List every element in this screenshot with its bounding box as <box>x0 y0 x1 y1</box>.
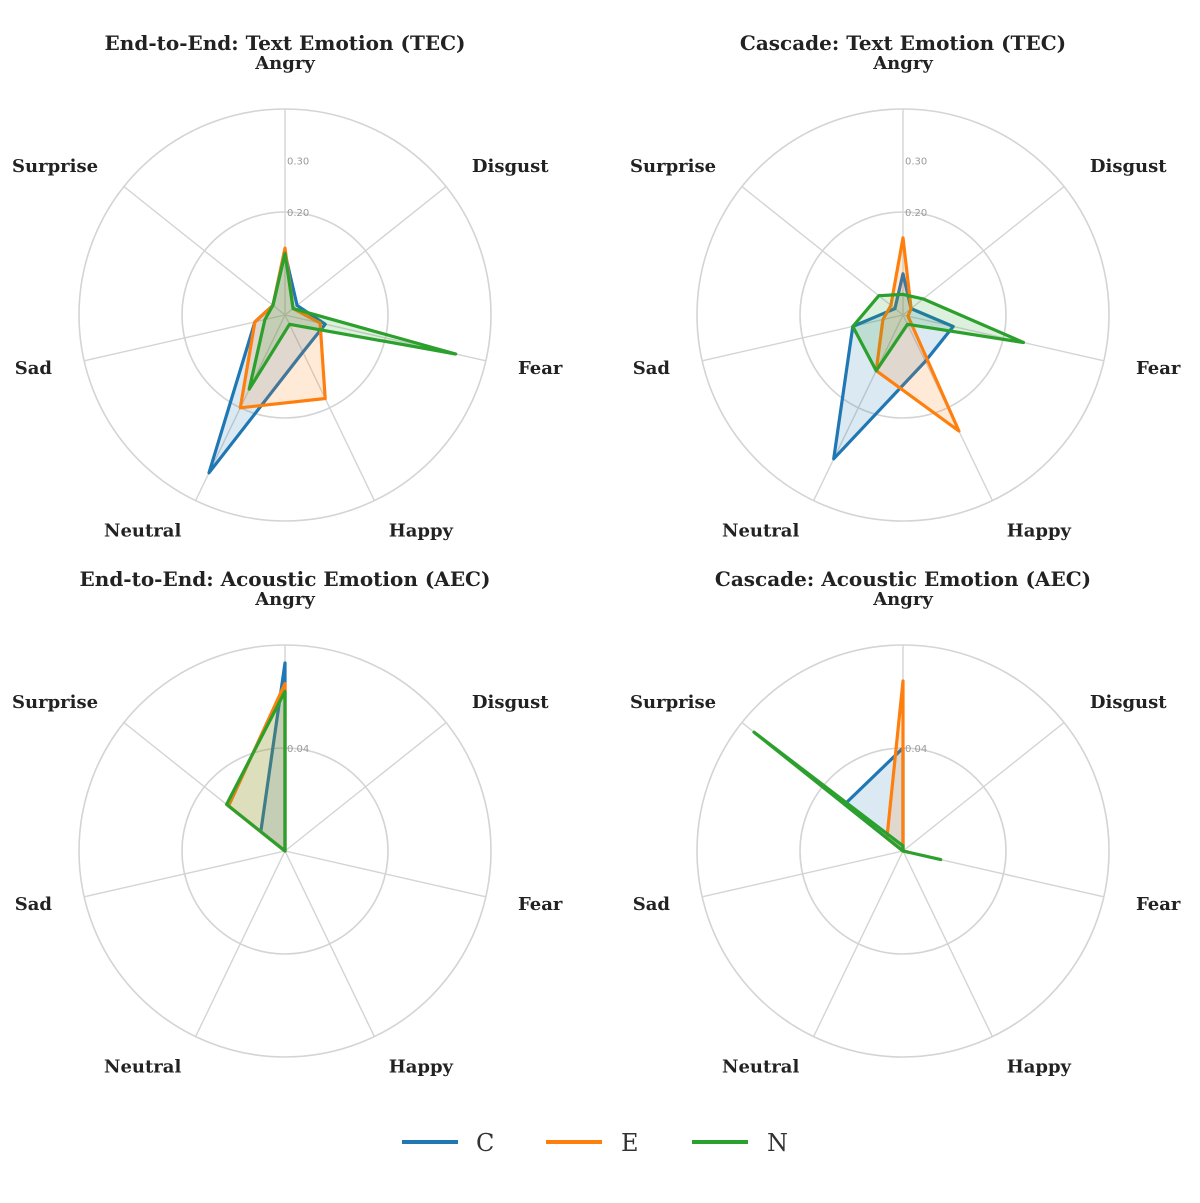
spoke-surprise <box>741 186 904 316</box>
axis-label-sad: Sad <box>15 358 53 379</box>
axis-label-happy: Happy <box>389 520 454 541</box>
radial-tick-label: 0.30 <box>287 157 309 168</box>
panel-e2e-aec: End-to-End: Acoustic Emotion (AEC) 0.04 A… <box>12 567 563 1077</box>
axis-label-angry: Angry <box>254 589 315 610</box>
radial-tick-label: 0.04 <box>905 744 927 755</box>
spoke-happy <box>284 850 376 1037</box>
axis-label-disgust: Disgust <box>1090 156 1167 177</box>
radar-plot: 0.20 0.30 Angry Disgust Fear Happy Neutral Sad S… <box>630 53 1181 541</box>
axis-label-disgust: Disgust <box>472 692 549 713</box>
series-n-polygon <box>225 689 287 853</box>
legend-item-e: E <box>546 1129 639 1157</box>
spoke-neutral <box>194 850 286 1037</box>
spoke-neutral <box>812 314 904 501</box>
series-n-polygon <box>247 251 458 391</box>
panel-title: End-to-End: Acoustic Emotion (AEC) <box>80 567 491 591</box>
spoke-happy <box>902 850 994 1037</box>
legend-label-e: E <box>621 1129 639 1157</box>
spoke-disgust <box>284 722 447 852</box>
axis-label-angry: Angry <box>872 53 933 74</box>
axis-label-sad: Sad <box>15 894 53 915</box>
spoke-disgust <box>284 186 447 316</box>
radar-plot: 0.20 0.30 Angry Disgust Fear Happy Neutral Sad S… <box>12 53 563 541</box>
axis-label-surprise: Surprise <box>12 692 98 713</box>
series-e-polygon <box>874 236 961 433</box>
axis-label-sad: Sad <box>633 358 671 379</box>
spoke-sad <box>84 850 286 898</box>
axis-label-neutral: Neutral <box>722 520 799 541</box>
spoke-sad <box>84 314 286 362</box>
radial-tick-label: 0.20 <box>905 208 927 219</box>
panel-title: Cascade: Acoustic Emotion (AEC) <box>715 567 1091 591</box>
series-n-polygon <box>752 730 943 862</box>
axis-label-surprise: Surprise <box>630 692 716 713</box>
axis-label-surprise: Surprise <box>12 156 98 177</box>
axis-label-neutral: Neutral <box>104 520 181 541</box>
spoke-fear <box>284 850 486 898</box>
spoke-surprise <box>123 186 286 316</box>
axis-label-angry: Angry <box>254 53 315 74</box>
legend-item-c: C <box>402 1129 494 1157</box>
spoke-sad <box>702 314 904 362</box>
spoke-sad <box>702 850 904 898</box>
radial-tick-label: 0.20 <box>287 208 309 219</box>
axis-label-happy: Happy <box>389 1056 454 1077</box>
spoke-happy <box>284 314 376 501</box>
panel-title: End-to-End: Text Emotion (TEC) <box>105 31 466 55</box>
radial-tick-label: 0.30 <box>905 157 927 168</box>
panel-title: Cascade: Text Emotion (TEC) <box>740 31 1066 55</box>
axis-label-fear: Fear <box>1136 894 1181 915</box>
axis-label-fear: Fear <box>518 894 563 915</box>
axis-label-happy: Happy <box>1007 520 1072 541</box>
legend-label-n: N <box>767 1129 788 1157</box>
spoke-neutral <box>812 850 904 1037</box>
axis-label-happy: Happy <box>1007 1056 1072 1077</box>
axis-label-disgust: Disgust <box>1090 692 1167 713</box>
spoke-disgust <box>902 722 1065 852</box>
series-n-polygon <box>851 292 1026 373</box>
radial-tick-label: 0.04 <box>287 744 309 755</box>
axis-label-disgust: Disgust <box>472 156 549 177</box>
axis-label-sad: Sad <box>633 894 671 915</box>
axis-label-neutral: Neutral <box>104 1056 181 1077</box>
radar-plot: 0.04 Angry Disgust Fear Happy Neutral Sad Surpr… <box>12 589 563 1077</box>
panel-e2e-tec: End-to-End: Text Emotion (TEC) 0.20 0.30 A… <box>12 31 563 541</box>
panel-cascade-aec: Cascade: Acoustic Emotion (AEC) 0.04 Angr… <box>630 567 1181 1077</box>
panel-cascade-tec: Cascade: Text Emotion (TEC) 0.20 0.30 Angr… <box>630 31 1181 541</box>
legend: C E N <box>402 1129 788 1157</box>
spoke-disgust <box>902 186 1065 316</box>
radar-plot: 0.04 Angry Disgust Fear Happy Neutral Sad Surpr… <box>630 589 1181 1077</box>
legend-label-c: C <box>476 1129 494 1157</box>
axis-label-angry: Angry <box>872 589 933 610</box>
axis-label-neutral: Neutral <box>722 1056 799 1077</box>
axis-label-fear: Fear <box>518 358 563 379</box>
axis-label-surprise: Surprise <box>630 156 716 177</box>
legend-item-n: N <box>692 1129 788 1157</box>
axis-label-fear: Fear <box>1136 358 1181 379</box>
